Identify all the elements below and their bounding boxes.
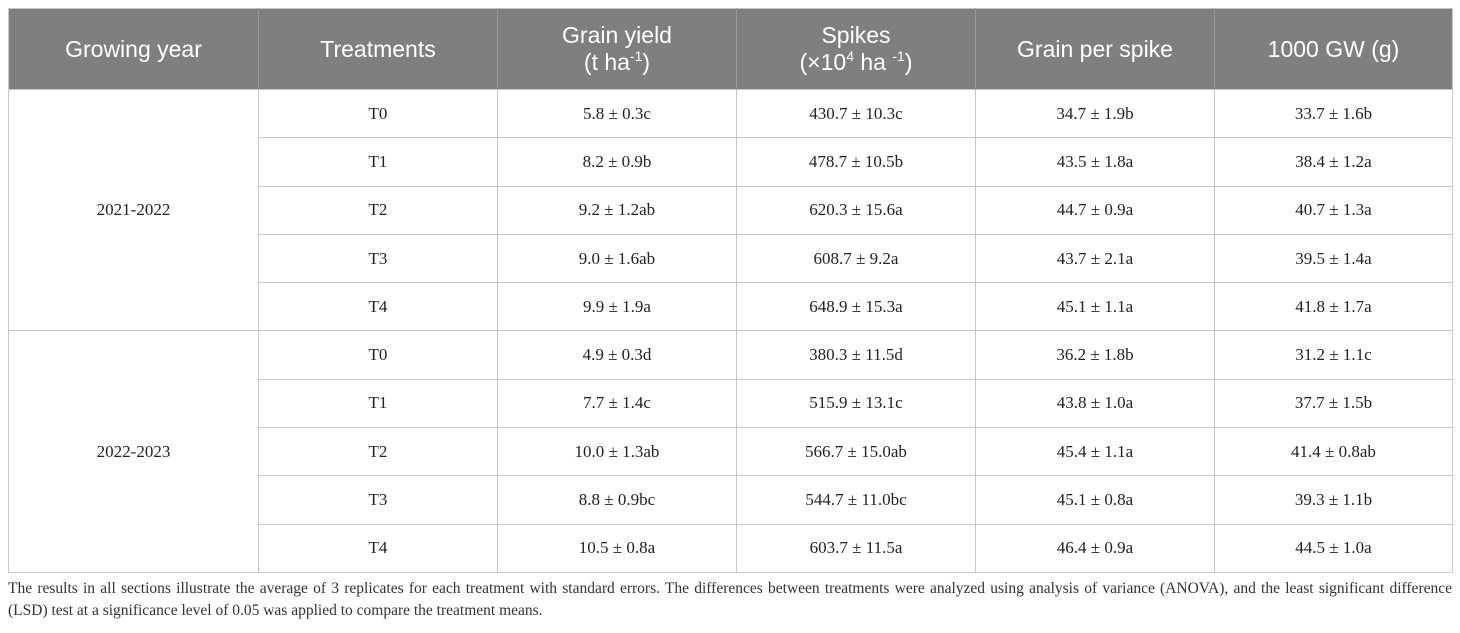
column-header: Growing year (8, 8, 259, 90)
header-text: 1000 GW (g) (1267, 35, 1400, 62)
header-line: 1000 GW (g) (1215, 36, 1452, 63)
table-row: 2021-2022 T0 5.8 ± 0.3c 430.7 ± 10.3c 34.7 ±… (8, 88, 1453, 332)
header-text: ) (904, 49, 913, 75)
value-cell: 9.2 ± 1.2ab (497, 185, 737, 235)
treatment-cell: T2 (258, 427, 498, 477)
value-cell: 478.7 ± 10.5b (736, 137, 976, 187)
value-cell: 9.0 ± 1.6ab (497, 233, 737, 284)
header-text: Treatments (320, 35, 436, 62)
header-text: Spikes (821, 22, 891, 48)
value-cell: 10.5 ± 0.8a (497, 523, 737, 573)
value-cell: 44.5 ± 1.0a (1214, 523, 1453, 573)
value-cell: 44.7 ± 0.9a (975, 185, 1215, 235)
value-cell: 544.7 ± 11.0bc (736, 475, 976, 525)
value-cell: 43.5 ± 1.8a (975, 137, 1215, 187)
value-cell: 45.1 ± 1.1a (975, 282, 1215, 332)
header-line: Growing year (9, 36, 258, 63)
header-line: Grain yield (498, 22, 736, 49)
header-row: Growing year Treatments Grain yield (t ha-1… (8, 8, 1453, 90)
column-header: Spikes (×104 ha -1) (736, 8, 976, 90)
table-row: T2 9.2 ± 1.2ab 620.3 ± 15.6a 44.7 ± 0.9a 40.… (9, 185, 1453, 235)
superscript: -1 (892, 48, 905, 64)
value-cell: 5.8 ± 0.3c (497, 88, 737, 139)
value-cell: 45.1 ± 0.8a (975, 475, 1215, 525)
table-body: 2021-2022 T0 5.8 ± 0.3c 430.7 ± 10.3c 34.7 ±… (8, 88, 1453, 573)
table-row: 2022-2023 T0 4.9 ± 0.3d 380.3 ± 11.5d 36.2 ±… (8, 330, 1453, 573)
value-cell: 31.2 ± 1.1c (1214, 330, 1453, 380)
superscript: -1 (629, 48, 643, 64)
value-cell: 603.7 ± 11.5a (736, 523, 976, 573)
table-row: T4 9.9 ± 1.9a 648.9 ± 15.3a 45.1 ± 1.1a 41.8… (9, 282, 1453, 332)
header-text: (t ha (583, 49, 630, 75)
value-cell: 43.7 ± 2.1a (975, 233, 1215, 284)
value-cell: 41.4 ± 0.8ab (1214, 427, 1453, 477)
treatment-cell: T0 (258, 88, 498, 139)
value-cell: 33.7 ± 1.6b (1214, 88, 1453, 139)
column-header: Grain per spike (975, 8, 1215, 90)
header-line: Treatments (259, 36, 497, 63)
data-table: Growing year Treatments Grain yield (t ha-1… (8, 8, 1453, 573)
header-text: Grain yield (562, 22, 672, 48)
table-row: T2 10.0 ± 1.3ab 566.7 ± 15.0ab 45.4 ± 1.1a 4… (9, 427, 1453, 477)
header-text: (×10 (799, 49, 847, 75)
value-cell: 41.8 ± 1.7a (1214, 282, 1453, 332)
value-cell: 648.9 ± 15.3a (736, 282, 976, 332)
value-cell: 9.9 ± 1.9a (497, 282, 737, 332)
value-cell: 45.4 ± 1.1a (975, 427, 1215, 477)
value-cell: 8.2 ± 0.9b (497, 137, 737, 187)
value-cell: 39.5 ± 1.4a (1214, 233, 1453, 284)
value-cell: 34.7 ± 1.9b (975, 88, 1215, 139)
header-line: (×104 ha -1) (737, 49, 975, 76)
footnote: The results in all sections illustrate t… (8, 580, 1452, 619)
treatment-cell: T0 (258, 330, 498, 380)
treatment-cell: T1 (258, 137, 498, 187)
column-header: Treatments (258, 8, 498, 90)
value-cell: 430.7 ± 10.3c (736, 88, 976, 139)
value-cell: 380.3 ± 11.5d (736, 330, 976, 380)
value-cell: 10.0 ± 1.3ab (497, 427, 737, 477)
value-cell: 40.7 ± 1.3a (1214, 185, 1453, 235)
value-cell: 36.2 ± 1.8b (975, 330, 1215, 380)
header-text: Growing year (65, 35, 202, 62)
table-head: Growing year Treatments Grain yield (t ha-1… (8, 8, 1453, 90)
header-line: (t ha-1) (498, 49, 736, 76)
header-line: Grain per spike (976, 36, 1214, 63)
value-cell: 46.4 ± 0.9a (975, 523, 1215, 573)
table-row: T1 8.2 ± 0.9b 478.7 ± 10.5b 43.5 ± 1.8a 38.4… (9, 137, 1453, 187)
value-cell: 608.7 ± 9.2a (736, 233, 976, 284)
value-cell: 39.3 ± 1.1b (1214, 475, 1453, 525)
table-row: T3 9.0 ± 1.6ab 608.7 ± 9.2a 43.7 ± 2.1a 39.5… (9, 233, 1453, 284)
superscript: 4 (846, 48, 854, 64)
value-cell: 515.9 ± 13.1c (736, 378, 976, 429)
value-cell: 620.3 ± 15.6a (736, 185, 976, 235)
year-cell: 2022-2023 (8, 330, 259, 573)
treatment-cell: T4 (258, 282, 498, 332)
value-cell: 7.7 ± 1.4c (497, 378, 737, 429)
treatment-cell: T3 (258, 475, 498, 525)
value-cell: 38.4 ± 1.2a (1214, 137, 1453, 187)
table-wrap: Growing year Treatments Grain yield (t ha-1… (8, 8, 1453, 573)
column-header: Grain yield (t ha-1) (497, 8, 737, 90)
value-cell: 37.7 ± 1.5b (1214, 378, 1453, 429)
treatment-cell: T4 (258, 523, 498, 573)
treatment-cell: T1 (258, 378, 498, 429)
table-row: T3 8.8 ± 0.9bc 544.7 ± 11.0bc 45.1 ± 0.8a 39… (9, 475, 1453, 525)
treatment-cell: T3 (258, 233, 498, 284)
header-line: Spikes (737, 22, 975, 49)
value-cell: 566.7 ± 15.0ab (736, 427, 976, 477)
treatment-cell: T2 (258, 185, 498, 235)
value-cell: 8.8 ± 0.9bc (497, 475, 737, 525)
value-cell: 4.9 ± 0.3d (497, 330, 737, 380)
column-header: 1000 GW (g) (1214, 8, 1453, 90)
header-text: ha (853, 49, 893, 75)
table-row: T1 7.7 ± 1.4c 515.9 ± 13.1c 43.8 ± 1.0a 37.7… (9, 378, 1453, 429)
header-text: Grain per spike (1017, 35, 1173, 62)
table-row: T4 10.5 ± 0.8a 603.7 ± 11.5a 46.4 ± 0.9a 44.… (9, 523, 1453, 573)
year-cell: 2021-2022 (8, 88, 259, 332)
value-cell: 43.8 ± 1.0a (975, 378, 1215, 429)
header-text: ) (642, 49, 651, 75)
